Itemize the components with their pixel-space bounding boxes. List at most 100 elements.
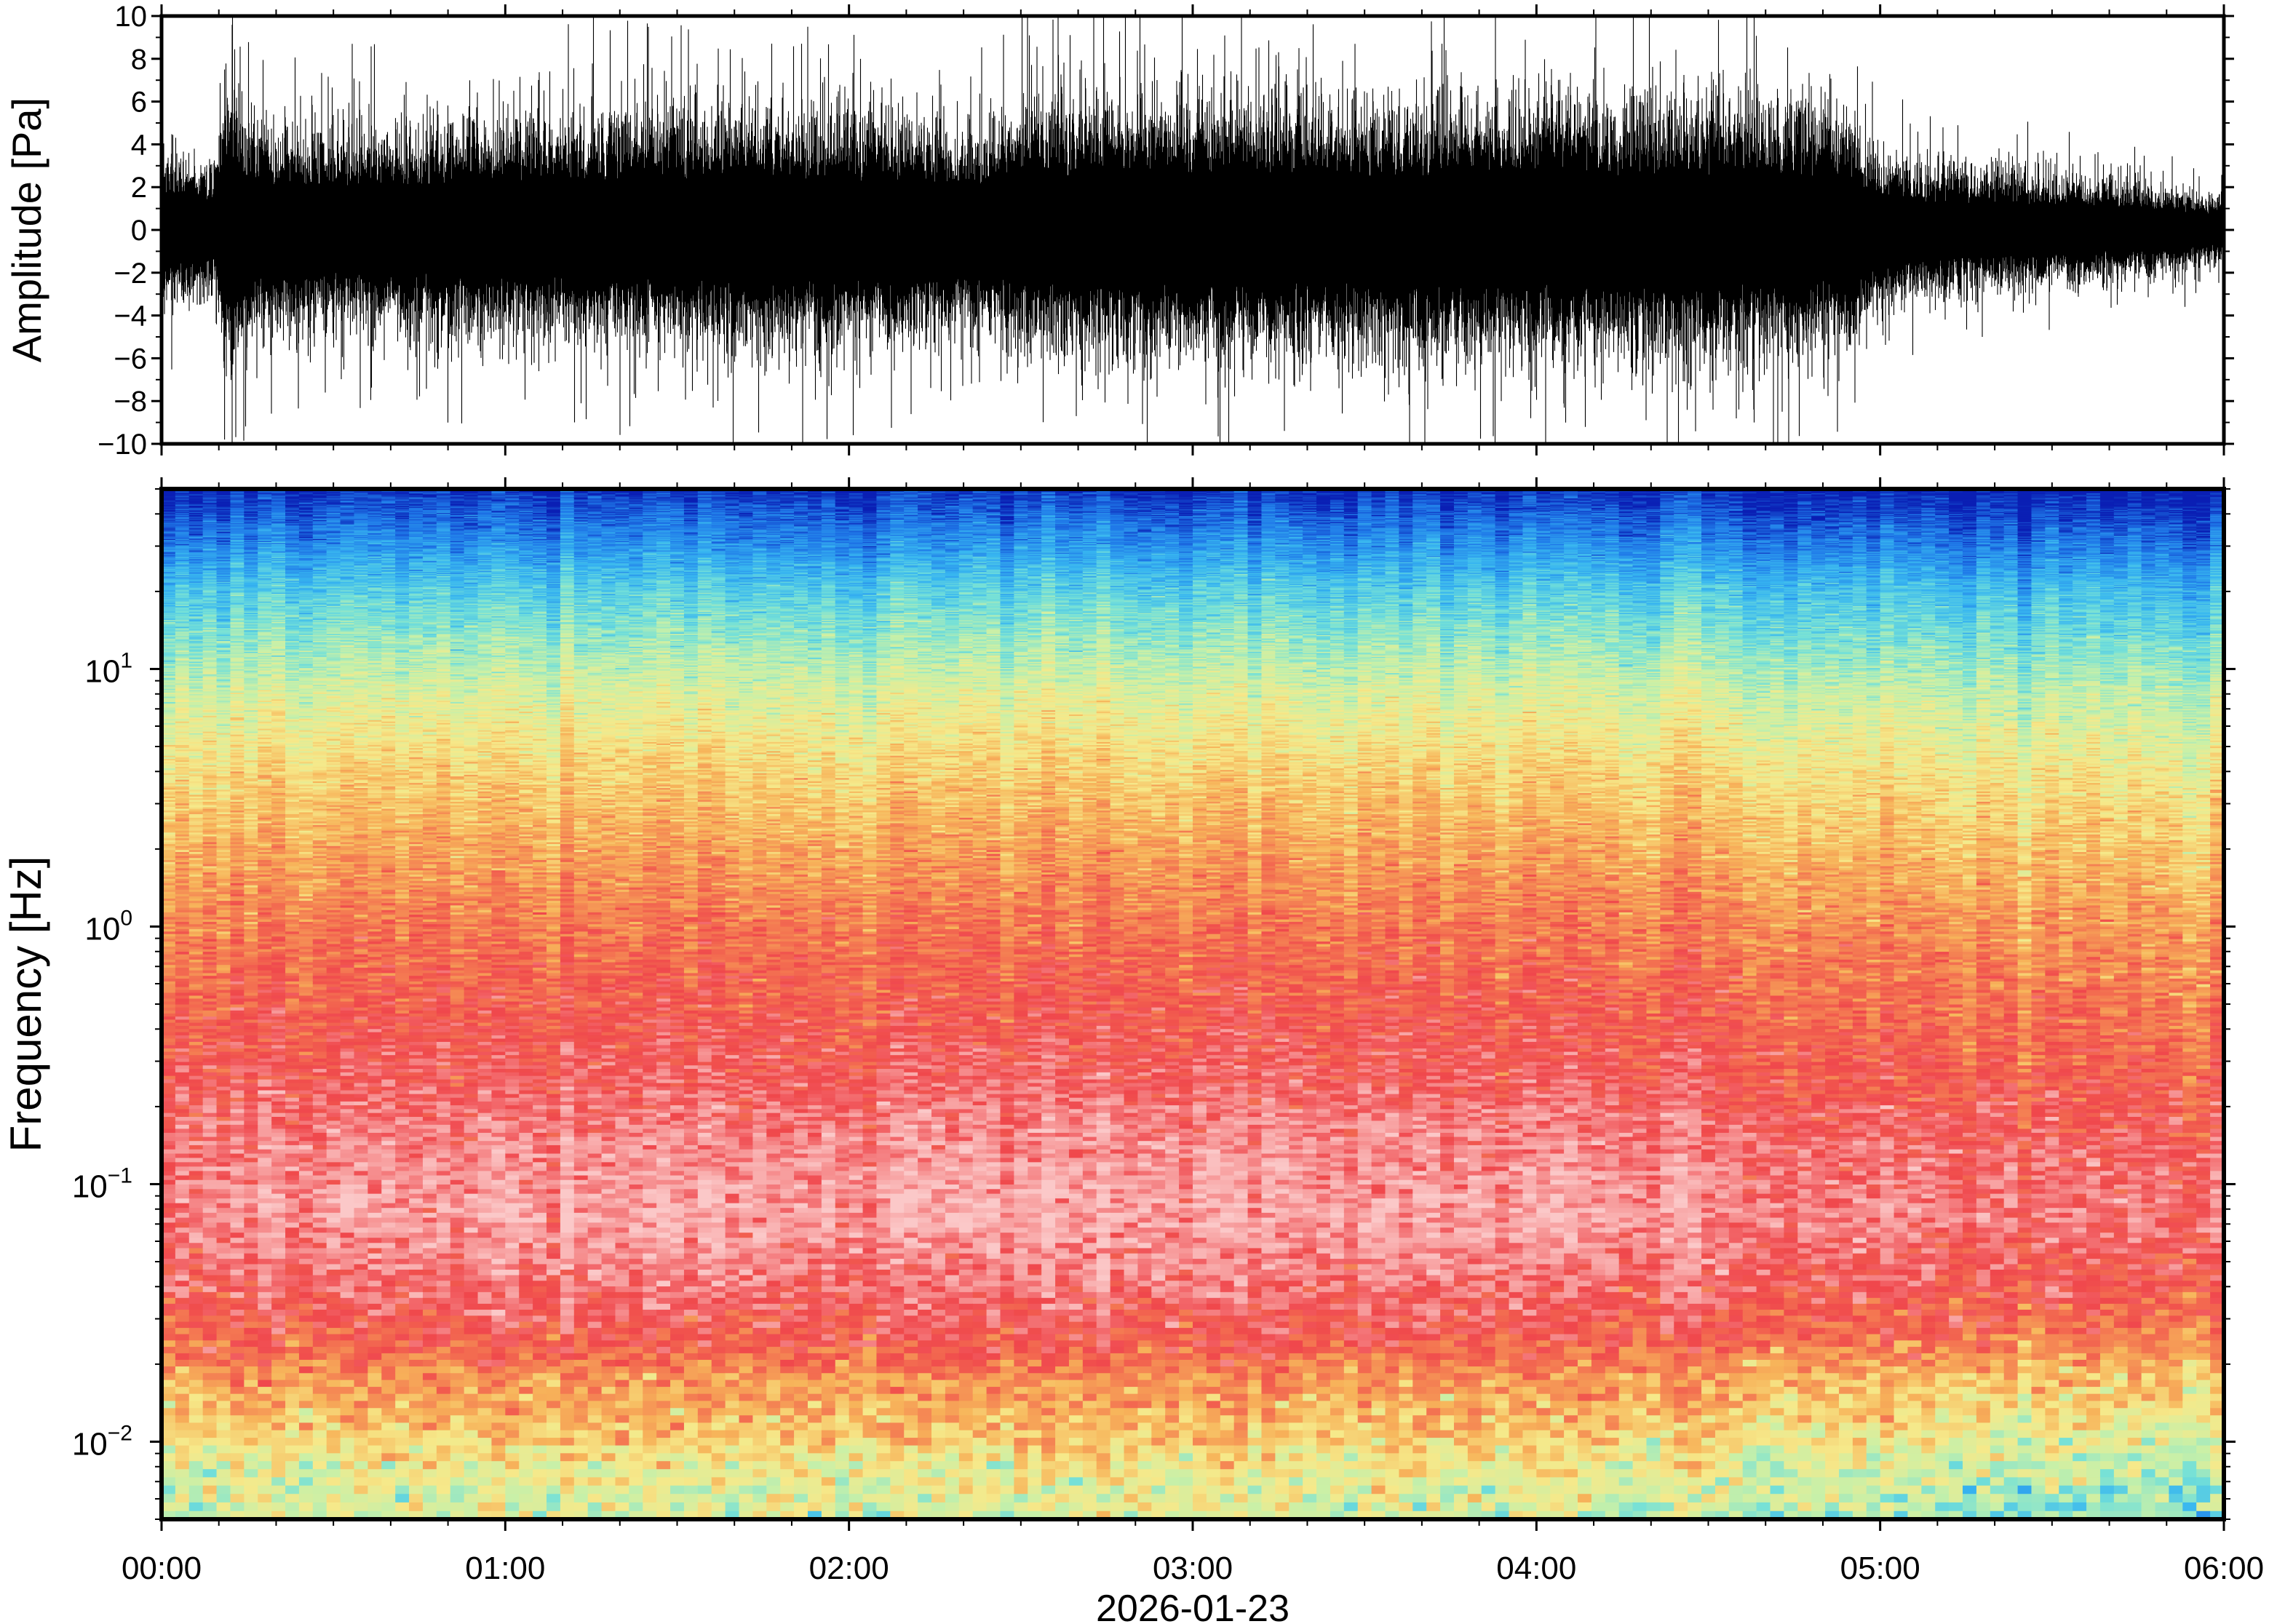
spectrogram-cell	[175, 1129, 190, 1133]
spectrogram-cell	[175, 1112, 190, 1117]
spectrogram-cell	[175, 1493, 190, 1502]
spectrogram-cell	[175, 1104, 190, 1109]
spectrogram-heatmap	[162, 489, 2225, 1520]
spectrogram-cell	[175, 1054, 190, 1058]
spectrogram-cell	[189, 1158, 204, 1163]
spectrogram-cell	[175, 1366, 190, 1373]
spectrogram-cell	[203, 1179, 218, 1185]
spectrogram-cell	[175, 1149, 190, 1154]
spectrogram-cell	[203, 1079, 218, 1083]
spectrogram-cell	[175, 1175, 190, 1180]
spectrogram-cell	[175, 1477, 190, 1486]
spectrogram-cell	[175, 1393, 190, 1401]
spectrogram-cell	[189, 1145, 204, 1150]
spectrogram-cell	[175, 1171, 190, 1176]
spectrogram-cell	[203, 1227, 218, 1233]
spectrogram-cell	[175, 1269, 190, 1275]
spectrogram-cell	[203, 1188, 218, 1193]
spectrogram-cell	[189, 1090, 204, 1094]
spectrogram-cell	[203, 1286, 218, 1292]
waveform-y-tick-label: −4	[114, 300, 147, 333]
spectrogram-cell	[175, 1188, 190, 1193]
spectrogram-cell	[203, 1258, 218, 1264]
spectrogram-cell	[175, 1297, 190, 1304]
spectrogram-cell	[189, 1430, 204, 1438]
spectrogram-cell	[189, 1094, 204, 1098]
spectrogram-cell	[175, 1097, 190, 1102]
spectrogram-cell	[203, 1327, 218, 1334]
spectrogram-cell	[175, 1248, 190, 1254]
spectrogram-cell	[175, 1264, 190, 1270]
spectrogram-cell	[189, 1072, 204, 1076]
spectrogram-cell	[203, 1116, 218, 1121]
spectrogram-cell	[175, 1372, 190, 1380]
spectrogram-cell	[175, 1075, 190, 1080]
spectrogram-cell	[189, 1380, 204, 1387]
spectrogram-cell	[203, 1414, 218, 1422]
spectrogram-cell	[175, 1437, 190, 1445]
spectrogram-cell	[175, 1090, 190, 1094]
spectrogram-cell	[203, 1145, 218, 1150]
spectrogram-cell	[203, 1162, 218, 1167]
spectrogram-cell	[189, 1137, 204, 1141]
waveform-y-tick-label: 4	[131, 129, 147, 161]
spectrogram-cell	[203, 1054, 218, 1058]
spectrogram-cell	[189, 1193, 204, 1198]
spectrogram-cell	[175, 1109, 190, 1113]
spectrogram-cell	[203, 1303, 218, 1310]
spectrogram-cell	[189, 1386, 204, 1393]
spectrogram-cell	[189, 1453, 204, 1462]
spectrogram-cell	[203, 1086, 218, 1091]
spectrogram-cell	[175, 1453, 190, 1462]
spectrogram-cell	[203, 1280, 218, 1286]
spectrogram-cell	[203, 1129, 218, 1133]
spectrogram-cell	[175, 1346, 190, 1353]
spectrogram-cell	[203, 1072, 218, 1076]
spectrogram-cell	[189, 1179, 204, 1185]
spectrogram-cell	[189, 1162, 204, 1167]
spectrogram-cell	[189, 1207, 204, 1212]
spectrogram-cell	[175, 1179, 190, 1185]
spectrogram-cell	[203, 1058, 218, 1062]
spectrogram-cell	[189, 1242, 204, 1248]
waveform-y-tick-label: −10	[98, 429, 147, 461]
spectrogram-cell	[175, 1327, 190, 1334]
spectrogram-cell	[189, 1359, 204, 1366]
spectrogram-cell	[203, 1149, 218, 1154]
spectrogram-cell	[189, 1212, 204, 1218]
spectrogram-cell	[203, 1366, 218, 1373]
spectrogram-cell	[175, 1101, 190, 1105]
spectrogram-cell	[203, 1062, 218, 1066]
spectrogram-cell	[189, 1058, 204, 1062]
spectrogram-cell	[175, 1334, 190, 1340]
spectrogram-cell	[189, 1303, 204, 1310]
spectrogram-cell	[175, 1303, 190, 1310]
spectrogram-cell	[203, 1094, 218, 1098]
spectrogram-cell	[203, 1121, 218, 1125]
spectrogram-panel: 10−210−1100101 00:00 01:00 02:00 03:00 04:00…	[1, 477, 2264, 1624]
spectrogram-cell	[175, 1124, 190, 1129]
spectrogram-cell	[189, 1340, 204, 1347]
spectrogram-cell	[189, 1198, 204, 1203]
spectrogram-cell	[189, 1149, 204, 1154]
spectrogram-cell	[203, 1445, 218, 1454]
spectrogram-cell	[175, 1094, 190, 1098]
spectrogram-cell	[203, 1502, 218, 1511]
spectrogram-cell	[175, 1222, 190, 1228]
spectrogram-cell	[189, 1086, 204, 1091]
spectrogram-cell	[189, 1315, 204, 1321]
spectrogram-cell	[175, 1286, 190, 1292]
spectrogram-cell	[203, 1275, 218, 1281]
spectrogram-cell	[175, 1468, 190, 1477]
spectrogram-cell	[203, 1171, 218, 1176]
spectrogram-cell	[175, 1058, 190, 1062]
spectrogram-cell	[175, 1193, 190, 1198]
spectrogram-cell	[203, 1166, 218, 1171]
spectrogram-cell	[189, 1062, 204, 1066]
spectrogram-cell	[189, 1175, 204, 1180]
spectrogram-cell	[189, 1309, 204, 1315]
spectrogram-cell	[189, 1401, 204, 1409]
waveform-y-tick-label: 2	[131, 172, 147, 204]
spectrogram-cell	[189, 1222, 204, 1228]
